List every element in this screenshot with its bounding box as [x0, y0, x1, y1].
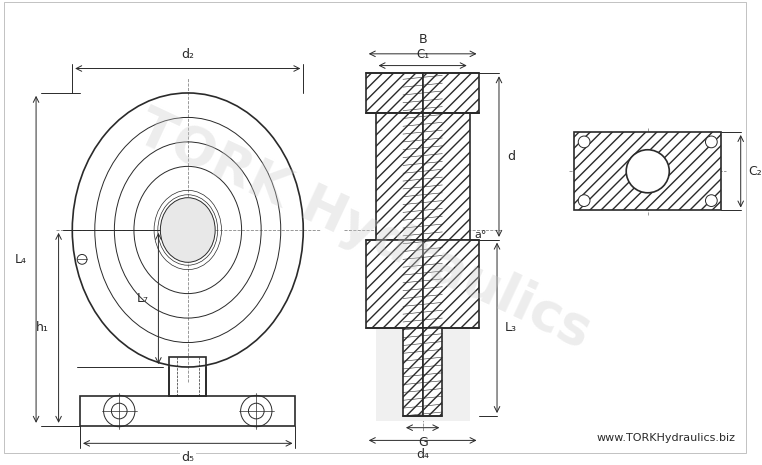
Text: d₂: d₂ [181, 48, 194, 60]
Bar [169, 357, 207, 396]
Text: L₄: L₄ [14, 253, 26, 266]
Circle shape [626, 150, 669, 193]
Bar [376, 113, 423, 240]
Text: d₅: d₅ [181, 451, 194, 464]
Text: C₁: C₁ [416, 48, 429, 60]
Bar [423, 240, 479, 328]
Text: a°: a° [475, 230, 487, 240]
Bar [575, 132, 721, 211]
Text: L₇: L₇ [136, 292, 149, 305]
Text: TORK Hydraulics: TORK Hydraulics [129, 102, 599, 358]
Text: B: B [418, 33, 427, 46]
Bar [80, 396, 296, 426]
Text: d: d [507, 150, 515, 163]
Circle shape [578, 195, 590, 206]
Circle shape [706, 136, 717, 148]
Bar [403, 328, 423, 416]
Text: L₃: L₃ [505, 321, 517, 334]
Bar [366, 73, 423, 113]
Bar [376, 73, 469, 421]
Text: C₂: C₂ [748, 165, 762, 178]
Bar [423, 73, 479, 113]
Bar [366, 240, 423, 328]
Bar [423, 113, 469, 240]
Ellipse shape [160, 198, 215, 262]
Text: h₁: h₁ [36, 321, 49, 334]
Text: G: G [418, 436, 427, 449]
Circle shape [706, 195, 717, 206]
Bar [423, 328, 442, 416]
Circle shape [578, 136, 590, 148]
Text: www.TORKHydraulics.biz: www.TORKHydraulics.biz [597, 433, 736, 443]
Text: d₄: d₄ [416, 448, 429, 461]
